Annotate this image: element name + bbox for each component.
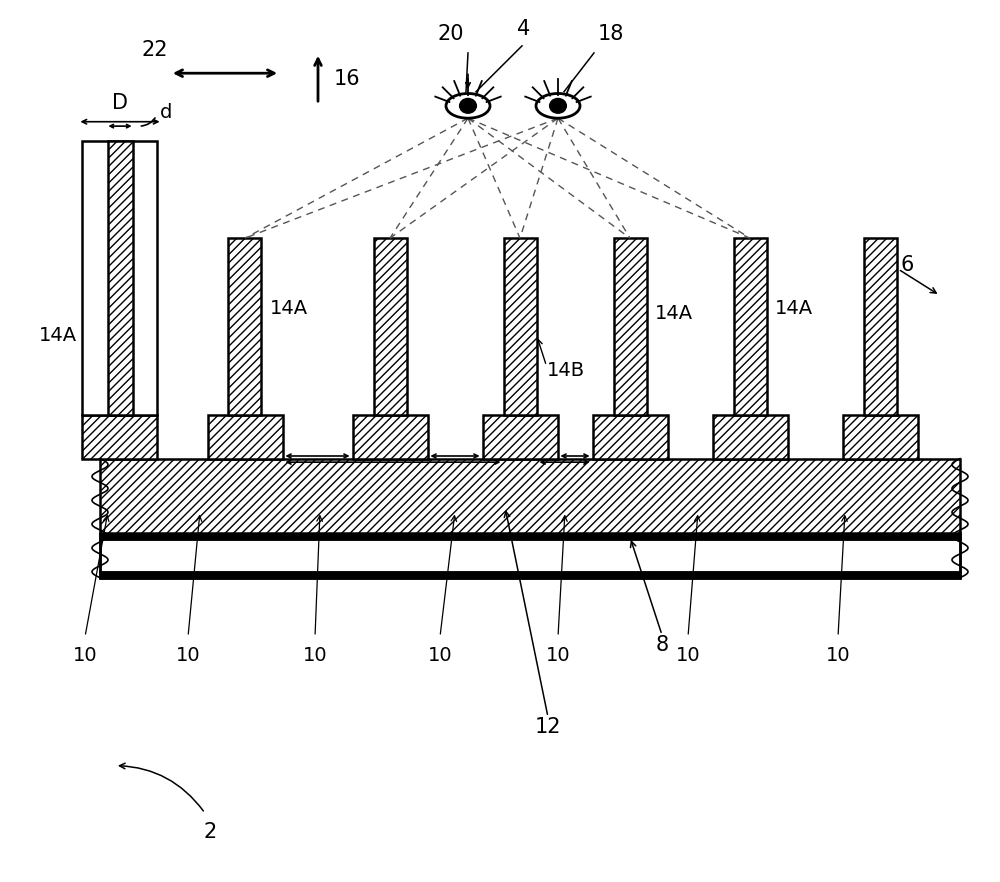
Bar <box>100 533 960 539</box>
Text: 10: 10 <box>428 646 452 665</box>
Ellipse shape <box>446 93 490 118</box>
Text: 10: 10 <box>73 646 97 665</box>
Bar <box>504 238 537 415</box>
Bar <box>228 238 261 415</box>
Text: 22: 22 <box>142 40 168 60</box>
Text: D: D <box>112 93 128 113</box>
Bar <box>712 415 788 459</box>
Text: 10: 10 <box>303 646 327 665</box>
Text: 16: 16 <box>334 70 361 89</box>
Text: 14A: 14A <box>270 299 308 318</box>
Circle shape <box>550 99 566 113</box>
Text: 10: 10 <box>826 646 850 665</box>
Bar <box>614 238 646 415</box>
Bar <box>864 238 896 415</box>
Bar <box>82 415 157 459</box>
Bar <box>100 459 960 534</box>
Bar <box>100 534 960 578</box>
Bar <box>842 415 918 459</box>
Bar <box>374 238 406 415</box>
Bar <box>100 572 960 578</box>
Circle shape <box>460 99 476 113</box>
Bar <box>82 141 157 415</box>
Text: 2: 2 <box>203 822 217 842</box>
Text: 14A: 14A <box>654 303 693 323</box>
Text: 4: 4 <box>517 19 531 39</box>
Bar <box>734 238 767 415</box>
Text: 14A: 14A <box>39 325 77 345</box>
Text: 10: 10 <box>546 646 570 665</box>
Text: 14A: 14A <box>774 299 813 318</box>
Text: 6: 6 <box>900 255 913 274</box>
Bar <box>208 415 283 459</box>
Text: 10: 10 <box>676 646 700 665</box>
Text: 18: 18 <box>598 24 624 44</box>
Bar <box>592 415 668 459</box>
Bar <box>108 141 132 415</box>
Text: 20: 20 <box>438 24 464 44</box>
Text: 8: 8 <box>655 635 669 655</box>
Bar <box>100 539 960 572</box>
Bar <box>483 415 558 459</box>
Text: 12: 12 <box>535 717 561 737</box>
Text: 10: 10 <box>176 646 200 665</box>
Ellipse shape <box>536 93 580 118</box>
Text: 14B: 14B <box>546 361 585 380</box>
Text: d: d <box>160 103 172 123</box>
Bar <box>353 415 428 459</box>
